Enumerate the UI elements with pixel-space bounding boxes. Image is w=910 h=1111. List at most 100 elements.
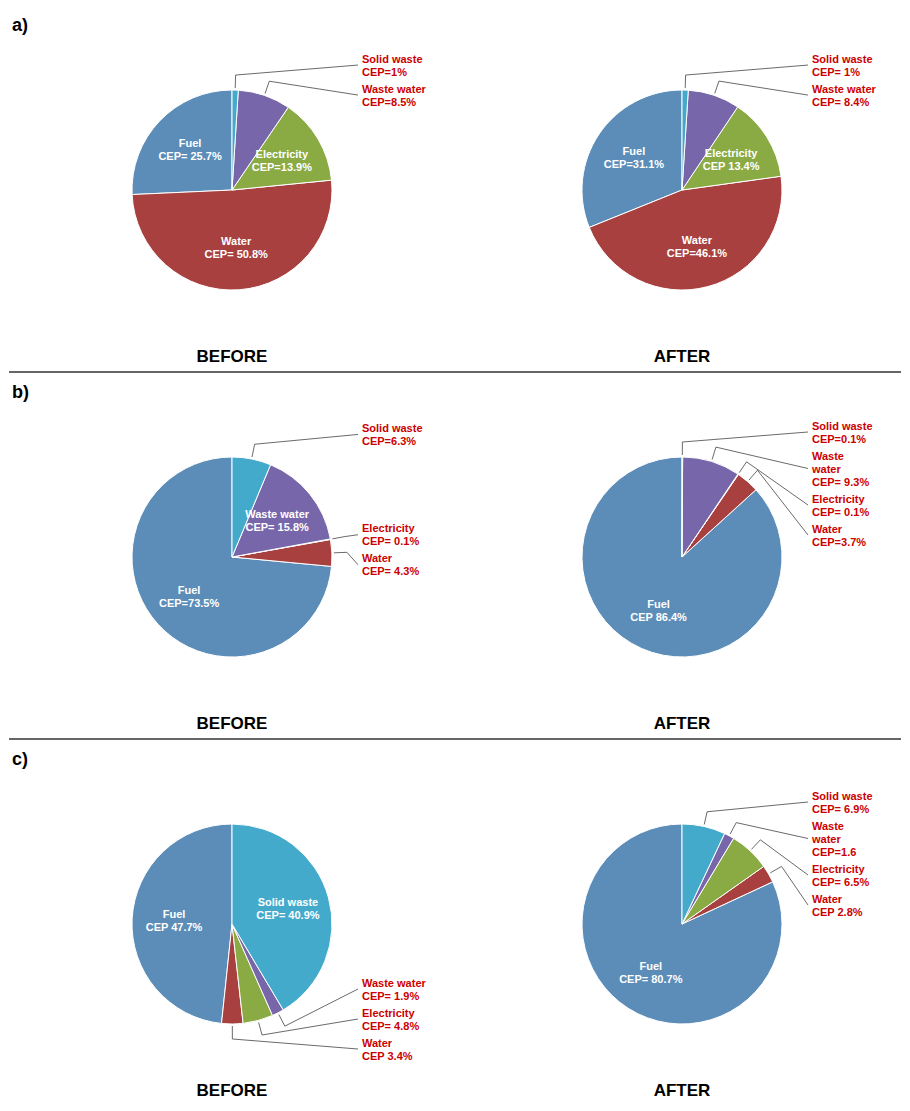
slice bbox=[132, 457, 332, 657]
slice bbox=[132, 824, 232, 1023]
label-line: CEP=1% bbox=[362, 66, 407, 78]
inner-label: ElectricityCEP 13.4% bbox=[703, 147, 760, 172]
inner-label: FuelCEP 47.7% bbox=[146, 908, 203, 933]
label-line: Fuel bbox=[623, 145, 646, 157]
label-line: water bbox=[811, 463, 841, 475]
slice bbox=[582, 824, 782, 1024]
slices bbox=[582, 90, 782, 290]
outer-label: ElectricityCEP= 0.1% bbox=[812, 493, 869, 518]
leader-line bbox=[279, 989, 358, 1026]
label-line: Electricity bbox=[256, 148, 309, 160]
label-line: CEP 13.4% bbox=[703, 160, 760, 172]
outer-label: WastewaterCEP= 9.3% bbox=[811, 450, 869, 488]
pie-chart: c)FuelCEP 47.7%Solid wasteCEP= 40.9%Wast… bbox=[12, 749, 427, 1100]
inner-label: FuelCEP= 80.7% bbox=[619, 960, 683, 985]
slice bbox=[682, 90, 738, 190]
outer-label: WastewaterCEP=1.6 bbox=[811, 820, 856, 858]
label-line: Waste bbox=[812, 820, 844, 832]
leader-line bbox=[685, 65, 808, 88]
panel-label: c) bbox=[12, 749, 28, 769]
inner-label: WaterCEP=46.1% bbox=[667, 234, 727, 259]
leader-line bbox=[252, 434, 358, 457]
leader-line bbox=[332, 535, 358, 539]
label-line: CEP= 4.8% bbox=[362, 1020, 419, 1032]
label-line: Solid waste bbox=[258, 896, 319, 908]
background bbox=[0, 0, 910, 1111]
label-line: Waste water bbox=[245, 508, 310, 520]
leader-line bbox=[730, 823, 808, 839]
slices bbox=[132, 457, 332, 657]
leader-line bbox=[749, 470, 808, 535]
label-line: CEP= 80.7% bbox=[619, 973, 683, 985]
pie-chart: b)FuelCEP=73.5%Waste waterCEP= 15.8%Soli… bbox=[12, 382, 423, 733]
label-line: CEP= 15.8% bbox=[246, 521, 310, 533]
leader-line bbox=[715, 81, 808, 95]
slice-labels: FuelCEP=31.1%WaterCEP=46.1%ElectricityCE… bbox=[604, 53, 877, 259]
slice-labels: FuelCEP= 25.7%WaterCEP= 50.8%Electricity… bbox=[158, 53, 426, 261]
inner-label: Solid wasteCEP= 40.9% bbox=[256, 896, 320, 921]
label-line: Waste water bbox=[362, 83, 427, 95]
label-line: CEP=46.1% bbox=[667, 247, 727, 259]
leader-line bbox=[682, 432, 808, 455]
separator bbox=[9, 371, 901, 373]
slice bbox=[232, 90, 288, 190]
label-line: CEP 86.4% bbox=[630, 611, 687, 623]
slice bbox=[682, 90, 688, 190]
label-line: CEP=8.5% bbox=[362, 96, 416, 108]
outer-label: Waste waterCEP= 8.4% bbox=[812, 83, 877, 108]
inner-label: FuelCEP 86.4% bbox=[630, 598, 687, 623]
inner-label: FuelCEP=73.5% bbox=[159, 584, 219, 609]
label-line: CEP= 0.1% bbox=[812, 506, 869, 518]
pie-chart: FuelCEP 86.4%Solid wasteCEP=0.1%Wastewat… bbox=[582, 420, 873, 733]
label-line: Solid waste bbox=[362, 422, 423, 434]
label-line: Fuel bbox=[647, 598, 670, 610]
label-line: Fuel bbox=[163, 908, 186, 920]
inner-label: FuelCEP=31.1% bbox=[604, 145, 664, 170]
outer-label: Waste waterCEP=8.5% bbox=[362, 83, 427, 108]
label-line: Fuel bbox=[178, 584, 201, 596]
label-line: CEP=13.9% bbox=[252, 161, 312, 173]
label-line: Solid waste bbox=[812, 53, 873, 65]
slice-labels: FuelCEP= 80.7%Solid wasteCEP= 6.9%Wastew… bbox=[619, 790, 872, 986]
slices bbox=[132, 824, 332, 1024]
outer-label: ElectricityCEP= 6.5% bbox=[812, 863, 869, 888]
slice bbox=[682, 457, 684, 557]
pie-chart: FuelCEP=31.1%WaterCEP=46.1%ElectricityCE… bbox=[582, 53, 877, 366]
pie-title: BEFORE bbox=[197, 714, 268, 733]
outer-label: ElectricityCEP= 4.8% bbox=[362, 1007, 419, 1032]
leader-line bbox=[704, 802, 808, 824]
outer-label: Solid wasteCEP=1% bbox=[362, 53, 423, 78]
slice bbox=[589, 176, 782, 290]
slice bbox=[132, 180, 332, 290]
pie-chart: FuelCEP= 80.7%Solid wasteCEP= 6.9%Wastew… bbox=[582, 790, 873, 1100]
label-line: Water bbox=[682, 234, 713, 246]
inner-label: WaterCEP= 50.8% bbox=[205, 235, 269, 260]
slice-labels: FuelCEP=73.5% Waste waterCEP= 15.8% Solid … bbox=[159, 422, 423, 609]
label-line: Fuel bbox=[179, 137, 202, 149]
pie-chart: a)FuelCEP= 25.7%WaterCEP= 50.8%Electrici… bbox=[12, 15, 427, 366]
label-line: Waste water bbox=[812, 83, 877, 95]
label-line: CEP= 0.1% bbox=[362, 535, 419, 547]
leader-line bbox=[232, 1026, 358, 1049]
leader-line bbox=[235, 65, 358, 88]
label-line: Solid waste bbox=[362, 53, 423, 65]
slice bbox=[682, 824, 725, 924]
label-line: Fuel bbox=[640, 960, 663, 972]
slice bbox=[682, 457, 738, 557]
leader-line bbox=[259, 1019, 358, 1035]
pie-title: BEFORE bbox=[197, 347, 268, 366]
label-line: CEP=0.1% bbox=[812, 433, 866, 445]
label-line: Electricity bbox=[705, 147, 758, 159]
leader-line bbox=[739, 462, 808, 505]
label-line: CEP=1.6 bbox=[812, 846, 856, 858]
label-line: Water bbox=[362, 552, 393, 564]
slice-labels: FuelCEP 86.4%Solid wasteCEP=0.1%Wastewat… bbox=[630, 420, 872, 623]
label-line: CEP= 1.9% bbox=[362, 990, 419, 1002]
label-line: CEP= 40.9% bbox=[256, 909, 320, 921]
outer-label: ElectricityCEP= 0.1% bbox=[362, 522, 419, 547]
slice-labels: FuelCEP 47.7%Solid wasteCEP= 40.9%Waste … bbox=[146, 896, 427, 1061]
label-line: CEP 3.4% bbox=[362, 1050, 413, 1062]
outer-label: WaterCEP=3.7% bbox=[812, 523, 866, 548]
outer-label: Solid wasteCEP= 1% bbox=[812, 53, 873, 78]
pie-title: AFTER bbox=[654, 1081, 711, 1100]
